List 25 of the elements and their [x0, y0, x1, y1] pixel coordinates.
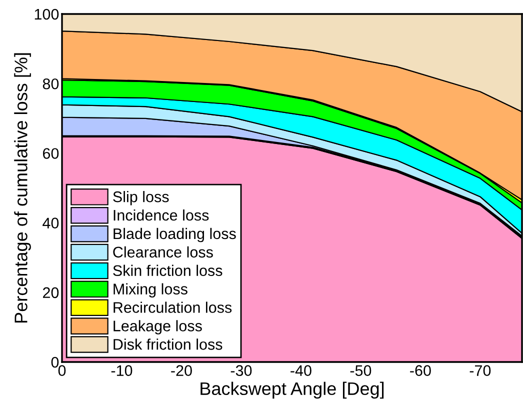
x-tick-label: 0 [58, 365, 66, 376]
y-tick-label: 0 [51, 356, 59, 368]
x-tick-label: -10 [111, 365, 132, 376]
x-tick-label: -20 [171, 365, 192, 376]
legend-label: Mixing loss [114, 283, 188, 298]
x-tick-label: -30 [230, 365, 252, 376]
x-tick-label: -60 [410, 365, 431, 376]
legend-label: Blade loading loss [114, 228, 236, 242]
y-tick-label: 40 [42, 218, 59, 228]
legend-label: Recirculation loss [114, 302, 232, 313]
y-tick-label: 20 [43, 287, 59, 298]
legend-label: Leakage loss [114, 320, 202, 334]
x-tick-label: -70 [470, 365, 491, 376]
y-tick-label: 60 [43, 148, 59, 159]
legend-label: Disk friction loss [114, 338, 222, 350]
y-tick-label: 80 [42, 78, 59, 90]
x-tick-label: -40 [290, 365, 312, 376]
legend-label: Slip loss [113, 191, 169, 206]
legend-label: Skin friction loss [113, 264, 222, 276]
y-tick-label: 100 [34, 8, 59, 20]
legend-label: Clearance loss [113, 246, 213, 258]
y-axis-title: Percentage of cumulative loss [%] [14, 53, 31, 322]
legend-label: Incidence loss [114, 209, 209, 221]
x-axis-title: Backswept Angle [Deg] [200, 382, 384, 399]
x-tick-label: -50 [350, 365, 372, 376]
